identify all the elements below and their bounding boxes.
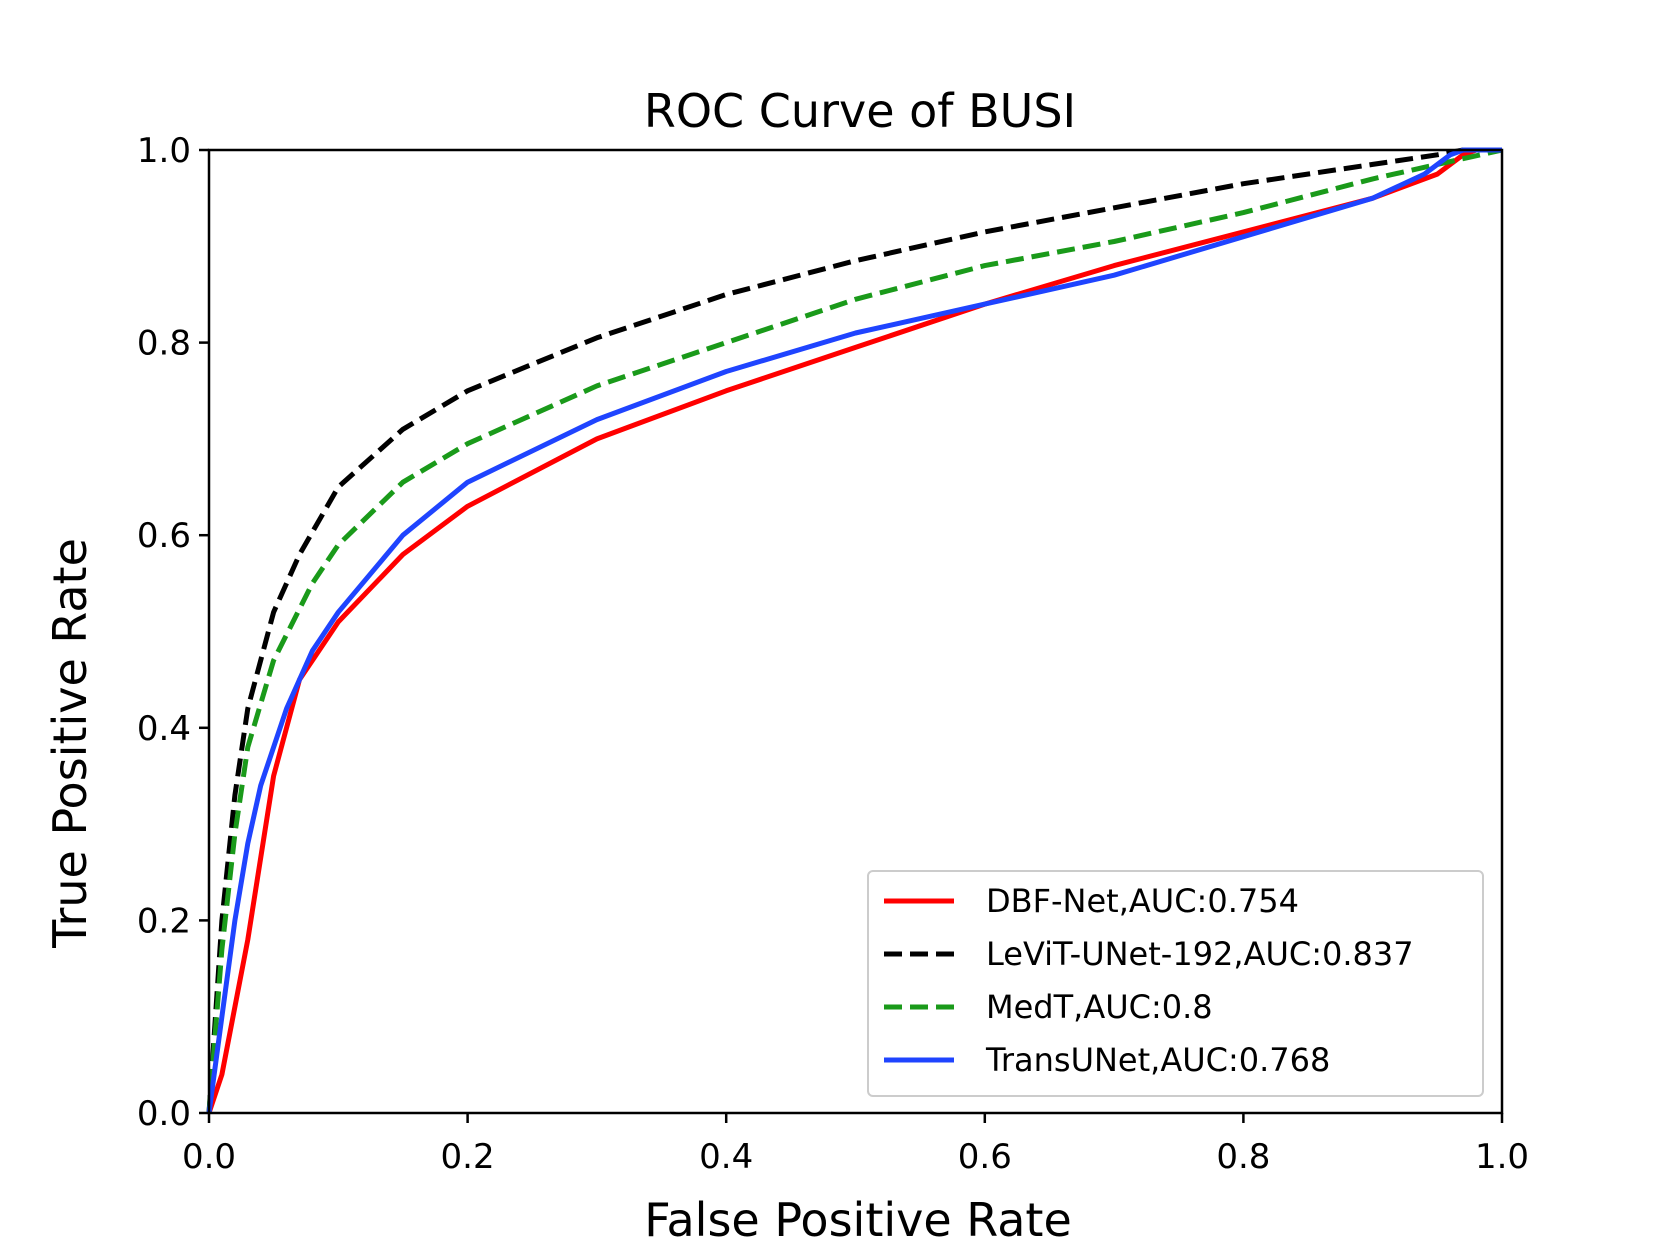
legend-label-1: LeViT-UNet-192,AUC:0.837 bbox=[986, 935, 1414, 973]
legend-label-3: TransUNet,AUC:0.768 bbox=[985, 1041, 1330, 1079]
legend: DBF-Net,AUC:0.754 LeViT-UNet-192,AUC:0.83… bbox=[867, 870, 1484, 1097]
plot-frame bbox=[207, 148, 1504, 1115]
x-axis-label: False Positive Rate bbox=[644, 1193, 1072, 1246]
curves-layer bbox=[206, 147, 1503, 1114]
y-axis-label: True Positive Rate bbox=[43, 538, 97, 949]
y-tick-label: 0.8 bbox=[137, 324, 191, 364]
x-tick-label: 0.2 bbox=[441, 1137, 495, 1177]
ticks-layer: 0.0 0.2 0.4 0.6 0.8 1.0 0.0 0.2 0.4 0.6 0.8 1.0 bbox=[137, 131, 1529, 1177]
roc-curve-1 bbox=[206, 147, 1502, 1114]
y-tick-label: 0.6 bbox=[137, 516, 191, 556]
y-tick-label: 0.2 bbox=[137, 901, 191, 941]
y-tick-label: 0.4 bbox=[137, 709, 191, 749]
x-tick-label: 1.0 bbox=[1475, 1137, 1529, 1177]
legend-label-0: DBF-Net,AUC:0.754 bbox=[986, 882, 1299, 920]
y-tick-label: 1.0 bbox=[137, 131, 191, 171]
roc-curve-2 bbox=[206, 147, 1503, 1114]
x-tick-label: 0.4 bbox=[699, 1137, 753, 1177]
x-tick-label: 0.8 bbox=[1216, 1137, 1270, 1177]
legend-label-2: MedT,AUC:0.8 bbox=[986, 988, 1213, 1026]
roc-curve-3 bbox=[206, 147, 1502, 1114]
x-tick-label: 0.0 bbox=[182, 1137, 236, 1177]
x-tick-label: 0.6 bbox=[958, 1137, 1012, 1177]
legend-box bbox=[867, 870, 1484, 1097]
y-tick-label: 0.0 bbox=[137, 1094, 191, 1134]
chart-title: ROC Curve of BUSI bbox=[644, 84, 1076, 138]
roc-curve-0 bbox=[206, 147, 1502, 1114]
